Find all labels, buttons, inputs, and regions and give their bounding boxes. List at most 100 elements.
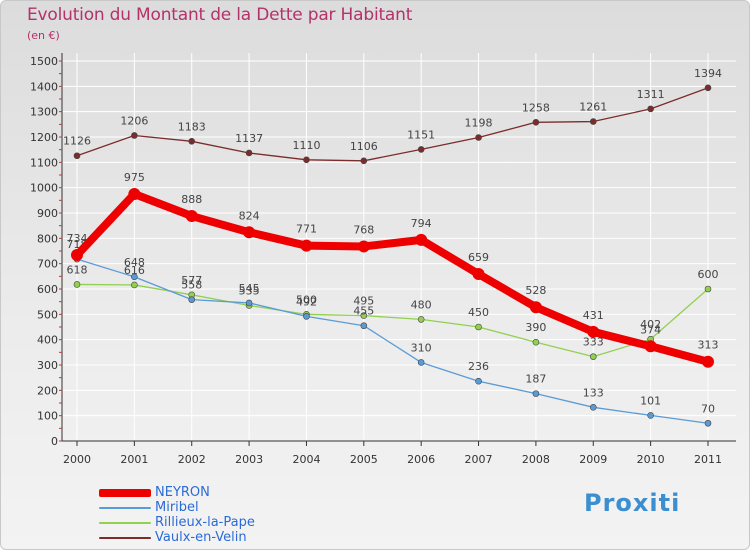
data-point — [475, 134, 482, 141]
x-tick-label: 2005 — [350, 453, 378, 466]
data-label: 1206 — [120, 114, 148, 127]
data-label: 600 — [698, 268, 719, 281]
data-label: 975 — [124, 171, 145, 184]
y-tick-label: 400 — [37, 334, 58, 347]
data-label: 734 — [67, 232, 88, 245]
data-point — [415, 233, 428, 246]
data-point — [360, 312, 368, 319]
data-point — [360, 322, 368, 330]
data-point — [529, 301, 542, 314]
data-label: 310 — [411, 341, 432, 354]
data-point — [128, 188, 141, 200]
legend-label: Rillieux-la-Pape — [155, 515, 255, 530]
x-tick-label: 2002 — [178, 453, 206, 466]
data-label: 313 — [698, 339, 719, 352]
data-point — [702, 355, 714, 368]
y-tick-label: 1100 — [30, 156, 58, 169]
data-point — [589, 404, 597, 411]
y-tick-label: 800 — [37, 232, 58, 245]
data-label: 1126 — [63, 135, 91, 148]
data-label: 450 — [468, 306, 489, 319]
y-tick-label: 500 — [37, 308, 58, 321]
legend-label: NEYRON — [155, 485, 210, 500]
legend-swatch — [99, 537, 151, 539]
y-tick-label: 1500 — [30, 55, 58, 68]
data-label: 333 — [583, 336, 604, 349]
data-point — [243, 226, 256, 239]
data-point — [587, 325, 600, 338]
data-point — [475, 377, 482, 385]
data-point — [185, 210, 198, 223]
series-line-vaulx-en-velin — [76, 87, 709, 162]
y-tick-label: 1300 — [30, 106, 58, 119]
x-tick-label: 2009 — [579, 453, 607, 466]
data-label: 535 — [239, 284, 260, 297]
data-label: 888 — [181, 193, 202, 206]
data-label: 500 — [296, 293, 317, 306]
data-label: 101 — [640, 394, 661, 407]
data-point — [532, 119, 540, 126]
data-point — [532, 338, 540, 346]
data-point — [589, 118, 597, 125]
data-label: 1311 — [637, 88, 665, 101]
data-point — [131, 281, 138, 289]
data-label: 492 — [296, 295, 317, 308]
proxiti-logo: Proxiti — [584, 489, 681, 517]
data-label: 1106 — [350, 140, 378, 153]
data-point — [589, 353, 597, 360]
data-label: 70 — [701, 402, 715, 415]
data-label: 1137 — [235, 132, 263, 145]
data-point — [647, 412, 654, 419]
data-label: 648 — [124, 256, 145, 269]
x-tick-label: 2010 — [637, 453, 665, 466]
data-point — [303, 156, 310, 164]
legend-label: Miribel — [155, 500, 199, 515]
data-point — [188, 296, 196, 303]
series-line-rillieux-la-pape — [76, 283, 709, 358]
data-point — [704, 285, 712, 293]
data-label: 236 — [468, 360, 489, 373]
data-label: 480 — [411, 298, 432, 311]
x-tick-label: 2006 — [407, 453, 435, 466]
data-point — [704, 419, 712, 427]
data-label: 794 — [411, 217, 432, 230]
y-tick-label: 0 — [51, 435, 58, 448]
y-tick-label: 900 — [37, 207, 58, 220]
x-tick-label: 2004 — [292, 453, 320, 466]
y-tick-label: 100 — [37, 410, 58, 423]
y-tick-label: 1400 — [30, 80, 58, 93]
data-label: 528 — [525, 284, 546, 297]
data-label: 1183 — [178, 120, 206, 133]
data-label: 495 — [353, 295, 374, 308]
chart-subtitle: (en €) — [27, 29, 60, 42]
data-point — [417, 316, 425, 323]
data-label: 616 — [124, 264, 145, 277]
data-label: 1151 — [407, 128, 435, 141]
x-tick-label: 2000 — [63, 453, 91, 466]
y-tick-label: 700 — [37, 258, 58, 271]
data-label: 390 — [525, 321, 546, 334]
data-point — [245, 299, 253, 307]
x-tick-label: 2008 — [522, 453, 550, 466]
data-label: 1261 — [579, 101, 607, 114]
data-label: 545 — [239, 282, 260, 295]
chart-title: Evolution du Montant de la Dette par Hab… — [27, 5, 413, 25]
data-point — [644, 340, 657, 353]
data-label: 771 — [296, 223, 317, 236]
y-tick-label: 1200 — [30, 131, 58, 144]
data-label: 558 — [181, 279, 202, 292]
legend-swatch — [99, 522, 151, 524]
data-label: 768 — [353, 223, 374, 236]
data-label: 455 — [353, 305, 374, 318]
legend-swatch — [99, 507, 151, 509]
series-line-miribel — [76, 258, 709, 424]
data-label: 1110 — [292, 139, 320, 152]
x-tick-label: 2001 — [120, 453, 148, 466]
data-point — [357, 240, 370, 253]
data-label: 133 — [583, 386, 604, 399]
data-point — [472, 268, 485, 281]
x-tick-label: 2003 — [235, 453, 263, 466]
data-point — [303, 313, 310, 320]
data-point — [188, 138, 196, 145]
